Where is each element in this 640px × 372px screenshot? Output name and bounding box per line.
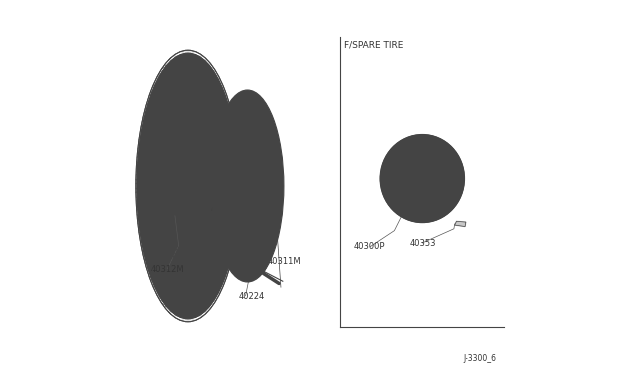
Text: 40353: 40353 (410, 238, 436, 247)
Text: 40300P: 40300P (353, 242, 385, 251)
Ellipse shape (260, 272, 264, 274)
Ellipse shape (232, 146, 262, 226)
Ellipse shape (250, 196, 254, 204)
Ellipse shape (241, 202, 246, 209)
Ellipse shape (137, 53, 239, 319)
Ellipse shape (250, 168, 254, 176)
Text: 40311M: 40311M (268, 257, 301, 266)
Ellipse shape (244, 271, 253, 281)
Ellipse shape (431, 172, 436, 176)
Ellipse shape (413, 187, 418, 192)
Polygon shape (454, 221, 466, 227)
Ellipse shape (420, 163, 424, 168)
Ellipse shape (380, 134, 465, 223)
Ellipse shape (244, 176, 251, 196)
Text: J-3300_6: J-3300_6 (464, 354, 497, 363)
Ellipse shape (400, 155, 445, 202)
Text: F/SPARE TIRE: F/SPARE TIRE (344, 41, 404, 50)
Ellipse shape (157, 104, 219, 268)
Ellipse shape (408, 173, 413, 177)
Ellipse shape (241, 163, 246, 170)
Ellipse shape (428, 187, 432, 191)
Text: 40312M: 40312M (151, 264, 184, 273)
Ellipse shape (211, 90, 284, 282)
Ellipse shape (239, 164, 255, 208)
Text: 40300P: 40300P (211, 205, 242, 214)
Text: 40224: 40224 (238, 292, 264, 301)
Ellipse shape (414, 170, 431, 187)
Ellipse shape (406, 162, 438, 195)
